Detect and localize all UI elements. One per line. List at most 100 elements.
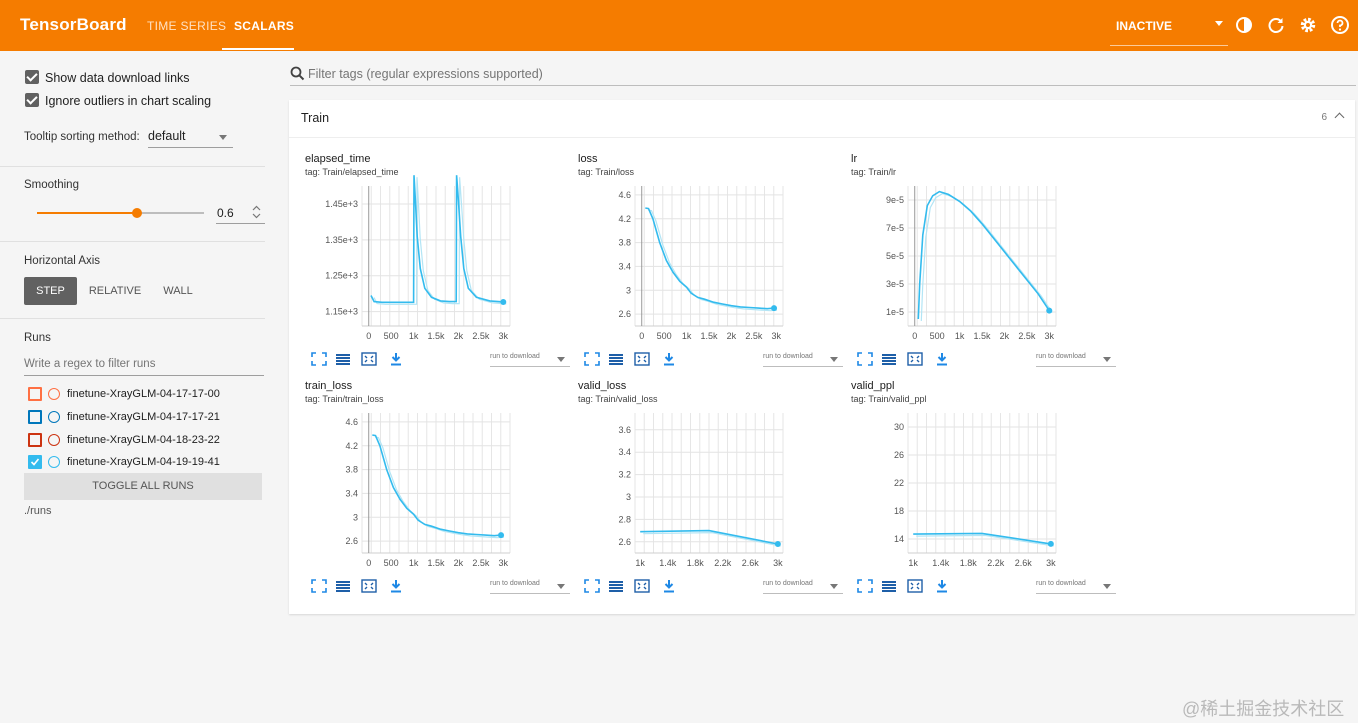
line-chart-valid_ppl[interactable]: 30 26 22 18 14 1k 1.4k 1.8k 2.2k 2.6k 3k xyxy=(843,380,1060,573)
ignore-outliers-label[interactable]: Ignore outliers in chart scaling xyxy=(45,94,212,108)
run-to-download-select[interactable]: run to download xyxy=(1036,580,1086,587)
search-icon xyxy=(290,66,305,81)
download-icon[interactable] xyxy=(934,352,950,366)
chevron-down-icon[interactable] xyxy=(557,584,565,589)
download-select-underline xyxy=(490,366,570,367)
download-icon[interactable] xyxy=(934,579,950,593)
download-icon[interactable] xyxy=(661,579,677,593)
tag-filter-input[interactable]: Filter tags (regular expressions support… xyxy=(308,67,543,81)
series-line[interactable] xyxy=(370,175,504,304)
run-to-download-select[interactable]: run to download xyxy=(763,580,813,587)
fullscreen-icon[interactable] xyxy=(584,352,600,366)
line-chart-valid_loss[interactable]: 3.6 3.4 3.2 3 2.8 2.6 1k 1.4k 1.8k 2.2k 2.6k 3k xyxy=(570,380,787,573)
log-scale-icon[interactable] xyxy=(881,579,897,593)
run-to-download-select[interactable]: run to download xyxy=(1036,353,1086,360)
fullscreen-icon[interactable] xyxy=(584,579,600,593)
log-scale-icon[interactable] xyxy=(335,352,351,366)
log-scale-icon[interactable] xyxy=(608,579,624,593)
number-spinner-icon[interactable] xyxy=(252,205,261,219)
ignore-outliers-checkbox[interactable] xyxy=(25,93,39,107)
series-line[interactable] xyxy=(913,532,1051,545)
series-end-point[interactable] xyxy=(1047,540,1054,547)
smoothing-input-underline xyxy=(216,223,265,224)
run-color-swatch[interactable] xyxy=(48,388,60,400)
horizontal-axis-label: Horizontal Axis xyxy=(24,255,101,267)
fullscreen-icon[interactable] xyxy=(311,579,327,593)
y-tick-label: 1.25e+3 xyxy=(325,271,358,281)
x-tick-label: 2.5k xyxy=(472,558,490,568)
chevron-up-icon[interactable] xyxy=(1334,112,1345,123)
chevron-down-icon[interactable] xyxy=(557,357,565,362)
series-line[interactable] xyxy=(645,207,775,310)
plugin-selector[interactable]: INACTIVE xyxy=(1116,19,1173,33)
run-color-swatch[interactable] xyxy=(48,411,60,423)
fit-domain-icon[interactable] xyxy=(634,579,650,593)
help-icon[interactable] xyxy=(1330,15,1350,35)
fit-domain-icon[interactable] xyxy=(361,579,377,593)
fit-domain-icon[interactable] xyxy=(907,579,923,593)
chevron-down-icon[interactable] xyxy=(830,357,838,362)
download-icon[interactable] xyxy=(388,352,404,366)
run-to-download-select[interactable]: run to download xyxy=(490,580,540,587)
series-line[interactable] xyxy=(372,434,502,537)
category-title[interactable]: Train xyxy=(301,111,330,125)
show-download-links-label[interactable]: Show data download links xyxy=(45,71,190,85)
theme-toggle-icon[interactable] xyxy=(1234,15,1254,35)
chevron-down-icon[interactable] xyxy=(830,584,838,589)
show-download-links-checkbox[interactable] xyxy=(25,70,39,84)
settings-icon[interactable] xyxy=(1298,15,1318,35)
tab-scalars[interactable]: SCALARS xyxy=(234,19,295,33)
y-tick-label: 9e-5 xyxy=(886,195,904,205)
run-color-swatch[interactable] xyxy=(48,456,60,468)
series-line[interactable] xyxy=(640,529,778,545)
chevron-down-icon[interactable] xyxy=(1103,584,1111,589)
axis-step-button[interactable]: STEP xyxy=(24,277,77,305)
line-chart-train_loss[interactable]: 4.6 4.2 3.8 3.4 3 2.6 0 500 1k 1.5k 2k 2.5k 3k xyxy=(297,380,514,573)
series-end-point[interactable] xyxy=(771,305,778,312)
axis-relative-button[interactable]: RELATIVE xyxy=(88,285,142,297)
tag-filter-bar[interactable]: Filter tags (regular expressions support… xyxy=(290,62,1356,86)
series-end-point[interactable] xyxy=(774,541,781,548)
run-checkbox[interactable] xyxy=(28,387,42,401)
tooltip-select-underline xyxy=(148,147,233,148)
smoothing-slider-thumb[interactable] xyxy=(132,208,143,218)
tab-time-series[interactable]: TIME SERIES xyxy=(147,19,227,33)
run-checkbox[interactable] xyxy=(28,410,42,424)
axis-wall-button[interactable]: WALL xyxy=(163,285,193,297)
chevron-down-icon[interactable] xyxy=(1103,357,1111,362)
series-end-point[interactable] xyxy=(498,532,505,539)
log-scale-icon[interactable] xyxy=(335,579,351,593)
series-line[interactable] xyxy=(917,190,1050,320)
fullscreen-icon[interactable] xyxy=(857,352,873,366)
section-divider xyxy=(0,241,265,242)
log-scale-icon[interactable] xyxy=(881,352,897,366)
run-checkbox-checked[interactable] xyxy=(28,455,42,469)
smoothing-value-input[interactable]: 0.6 xyxy=(217,206,234,220)
series-end-point[interactable] xyxy=(500,298,507,305)
download-icon[interactable] xyxy=(661,352,677,366)
run-to-download-select[interactable]: run to download xyxy=(763,353,813,360)
tooltip-sorting-select[interactable]: default xyxy=(148,129,186,143)
fit-domain-icon[interactable] xyxy=(634,352,650,366)
fullscreen-icon[interactable] xyxy=(857,579,873,593)
chevron-down-icon[interactable] xyxy=(1215,21,1223,26)
download-icon[interactable] xyxy=(388,579,404,593)
fit-domain-icon[interactable] xyxy=(907,352,923,366)
line-chart-elapsed_time[interactable]: 1.45e+3 1.35e+3 1.25e+3 1.15e+3 0 500 1k 1.5k 2k… xyxy=(297,153,514,346)
fit-domain-icon[interactable] xyxy=(361,352,377,366)
y-tick-label: 3.4 xyxy=(618,447,631,457)
chevron-down-icon[interactable] xyxy=(219,135,227,140)
series-end-point[interactable] xyxy=(1046,307,1053,314)
toggle-all-runs-button[interactable]: TOGGLE ALL RUNS xyxy=(24,473,262,500)
run-checkbox[interactable] xyxy=(28,433,42,447)
log-scale-icon[interactable] xyxy=(608,352,624,366)
run-color-swatch[interactable] xyxy=(48,434,60,446)
y-tick-label: 14 xyxy=(894,534,904,544)
runs-filter-input[interactable]: Write a regex to filter runs xyxy=(24,358,156,370)
refresh-icon[interactable] xyxy=(1266,15,1286,35)
y-tick-label: 1e-5 xyxy=(886,307,904,317)
run-to-download-select[interactable]: run to download xyxy=(490,353,540,360)
line-chart-loss[interactable]: 4.6 4.2 3.8 3.4 3 2.6 0 500 1k 1.5k 2k 2.5k 3k xyxy=(570,153,787,346)
fullscreen-icon[interactable] xyxy=(311,352,327,366)
line-chart-lr[interactable]: 9e-5 7e-5 5e-5 3e-5 1e-5 0 500 1k 1.5k 2k 2.5k 3k xyxy=(843,153,1060,346)
